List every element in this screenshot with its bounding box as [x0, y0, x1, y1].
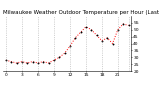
Text: Milwaukee Weather Outdoor Temperature per Hour (Last 24 Hours): Milwaukee Weather Outdoor Temperature pe…	[3, 10, 160, 15]
